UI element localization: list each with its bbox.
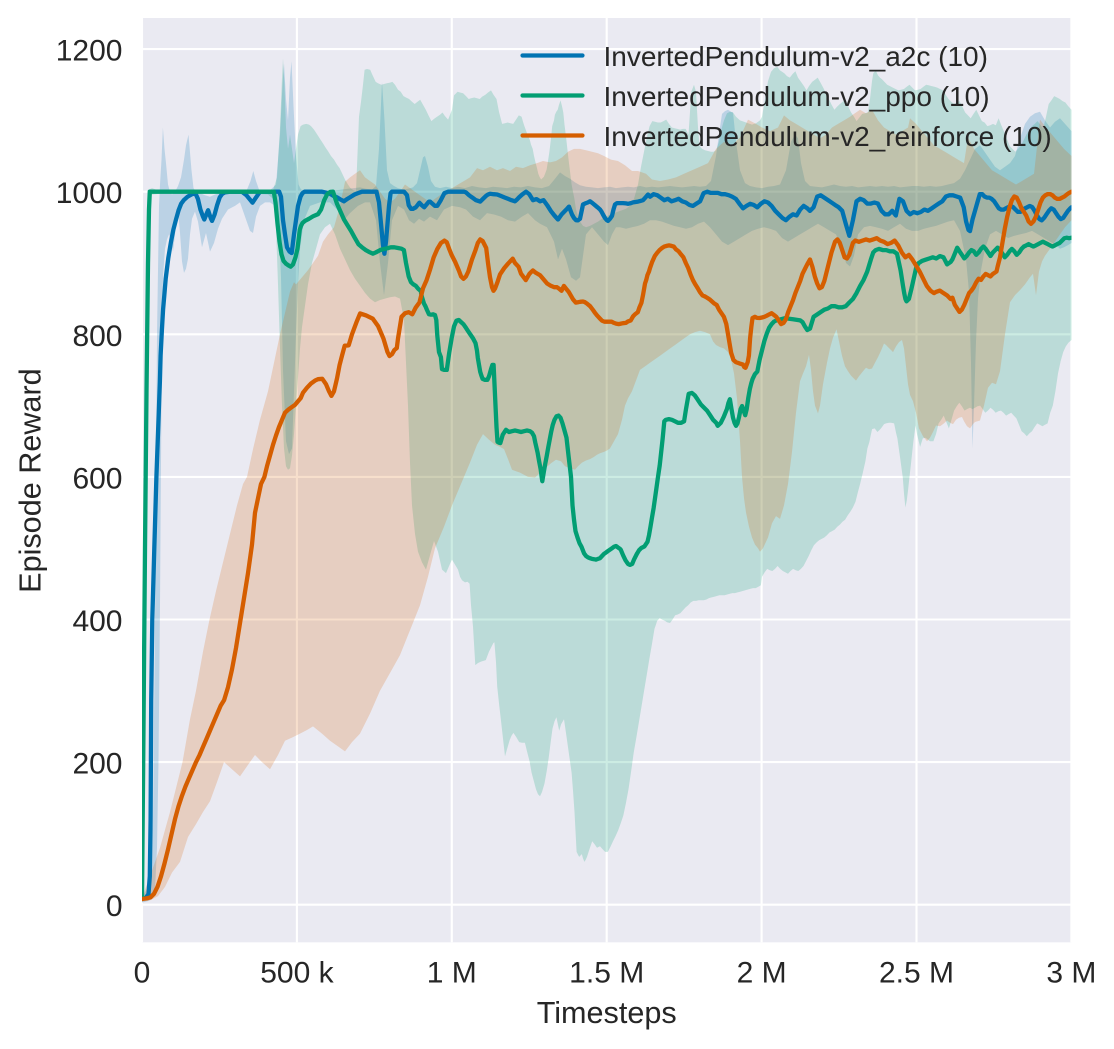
svg-text:400: 400 <box>72 605 122 638</box>
svg-text:1200: 1200 <box>56 35 123 68</box>
svg-text:Timesteps: Timesteps <box>537 996 677 1030</box>
svg-text:0: 0 <box>134 957 151 990</box>
svg-text:1.5 M: 1.5 M <box>569 957 644 990</box>
svg-text:200: 200 <box>72 748 122 781</box>
svg-text:800: 800 <box>72 320 122 353</box>
svg-text:InvertedPendulum-v2_ppo (10): InvertedPendulum-v2_ppo (10) <box>604 81 990 112</box>
svg-text:2 M: 2 M <box>737 957 787 990</box>
svg-text:3 M: 3 M <box>1046 957 1096 990</box>
svg-text:1 M: 1 M <box>427 957 477 990</box>
svg-text:1000: 1000 <box>56 177 123 210</box>
svg-text:2.5 M: 2.5 M <box>879 957 954 990</box>
svg-text:0: 0 <box>106 890 123 923</box>
svg-text:InvertedPendulum-v2_reinforce: InvertedPendulum-v2_reinforce (10) <box>604 121 1052 152</box>
svg-text:600: 600 <box>72 462 122 495</box>
svg-text:Episode Reward: Episode Reward <box>13 368 47 592</box>
svg-text:InvertedPendulum-v2_a2c (10): InvertedPendulum-v2_a2c (10) <box>604 41 988 72</box>
svg-text:500 k: 500 k <box>260 957 334 990</box>
